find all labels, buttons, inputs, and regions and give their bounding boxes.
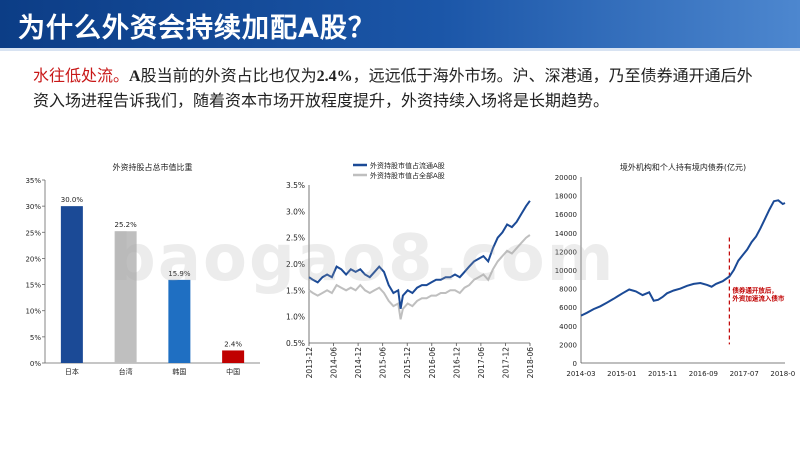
- lead-text-2: ，远远低于海外市场。沪、深港通，乃至债券通开通后外资入场进程告诉我们，随着资本市…: [33, 66, 753, 110]
- y-tick-label: 15%: [25, 282, 41, 290]
- y-tick-label: 5%: [30, 334, 41, 342]
- series-line: [308, 200, 531, 309]
- x-tick-label: 2015-12: [403, 347, 412, 379]
- x-tick-label: 2014-12: [354, 347, 363, 379]
- y-tick-label: 2.5%: [286, 234, 305, 243]
- y-tick-label: 20000: [555, 174, 577, 182]
- x-tick-label: 2018-06: [526, 347, 535, 379]
- x-tick-label: 台湾: [119, 367, 133, 376]
- line-chart-bond-holding: 境外机构和个人持有境内债券(亿元) 0 2000 4000 6000 8000 10000 1…: [555, 162, 795, 378]
- series-line: [580, 199, 786, 317]
- x-tick-label: 2016-12: [452, 347, 461, 379]
- bar-value-label: 2.4%: [224, 340, 242, 348]
- y-tick-label: 6000: [559, 304, 577, 312]
- y-tick-label: 1.5%: [286, 286, 305, 295]
- y-tick-label: 4000: [559, 323, 577, 331]
- x-tick-label: 中国: [226, 367, 240, 376]
- bar-value-label: 15.9%: [168, 270, 191, 278]
- lead-paragraph: 水往低处流。A股当前的外资占比也仅为2.4%，远远低于海外市场。沪、深港通，乃至…: [33, 64, 753, 112]
- lead-highlight: 水往低处流。: [33, 66, 130, 85]
- legend-label: 外资持股市值占全部A股: [370, 171, 445, 180]
- y-tick-label: 2.0%: [286, 260, 305, 269]
- x-tick-label: 2016-09: [689, 370, 718, 378]
- y-tick-label: 3.0%: [286, 207, 305, 216]
- x-tick-label: 韩国: [172, 367, 186, 376]
- x-tick-label: 2014-03: [566, 370, 595, 378]
- annotation-text: 外资加速流入债市: [732, 293, 785, 302]
- bar: [114, 231, 137, 363]
- y-tick-label: 1.0%: [286, 313, 305, 322]
- y-tick-label: 25%: [25, 229, 41, 237]
- bar-value-label: 25.2%: [115, 221, 138, 229]
- y-tick-label: 12000: [555, 248, 577, 256]
- lead-text-1: 股当前的外资占比也仅为: [140, 66, 317, 85]
- x-tick-label: 2015-06: [379, 347, 388, 379]
- lead-bold-a: A: [129, 68, 141, 85]
- x-tick-label: 2016-06: [428, 347, 437, 379]
- y-tick-label: 0%: [30, 360, 41, 368]
- watermark: baogao8.com: [110, 222, 616, 296]
- x-tick-label: 2015-01: [607, 370, 636, 378]
- bar: [168, 279, 191, 363]
- y-tick-label: 0.5%: [286, 339, 305, 348]
- x-tick-label: 日本: [65, 367, 79, 376]
- chart-title: 境外机构和个人持有境内债券(亿元): [620, 162, 746, 172]
- y-tick-label: 35%: [25, 177, 41, 185]
- bar-chart-foreign-share: 外资持股占总市值比重 0% 5% 10% 15% 20% 25% 30% 35% 30.0% 日本 2…: [25, 162, 260, 376]
- y-tick-label: 20%: [25, 255, 41, 263]
- y-tick-label: 18000: [555, 193, 577, 201]
- x-tick-label: 2014-06: [330, 347, 339, 379]
- x-tick-label: 2017-06: [477, 347, 486, 379]
- y-tick-label: 2000: [559, 341, 577, 349]
- series-line: [308, 234, 531, 320]
- chart-title: 外资持股占总市值比重: [113, 162, 193, 172]
- y-tick-label: 0: [573, 360, 577, 368]
- bar-value-label: 30.0%: [61, 196, 84, 204]
- y-tick-label: 16000: [555, 211, 577, 219]
- y-tick-label: 10%: [25, 308, 41, 316]
- y-tick-label: 8000: [559, 286, 577, 294]
- y-tick-label: 3.5%: [286, 181, 305, 190]
- header-bar: 为什么外资会持续加配A股？: [0, 0, 800, 48]
- annotation-text: 债券通开放后，: [732, 285, 778, 294]
- x-tick-label: 2013-12: [305, 347, 314, 379]
- y-tick-label: 14000: [555, 230, 577, 238]
- x-tick-label: 2017-07: [730, 370, 759, 378]
- x-tick-label: 2017-12: [501, 347, 510, 379]
- bar: [60, 206, 83, 363]
- page-title: 为什么外资会持续加配A股？: [18, 13, 376, 44]
- y-tick-label: 30%: [25, 203, 41, 211]
- x-tick-label: 2018-05: [770, 370, 795, 378]
- y-tick-label: 10000: [555, 267, 577, 275]
- header-divider: [0, 48, 800, 51]
- legend-label: 外资持股市值占流通A股: [370, 161, 445, 170]
- lead-bold-percent: 2.4%: [316, 68, 353, 85]
- x-tick-label: 2015-11: [648, 370, 677, 378]
- bar: [222, 350, 245, 363]
